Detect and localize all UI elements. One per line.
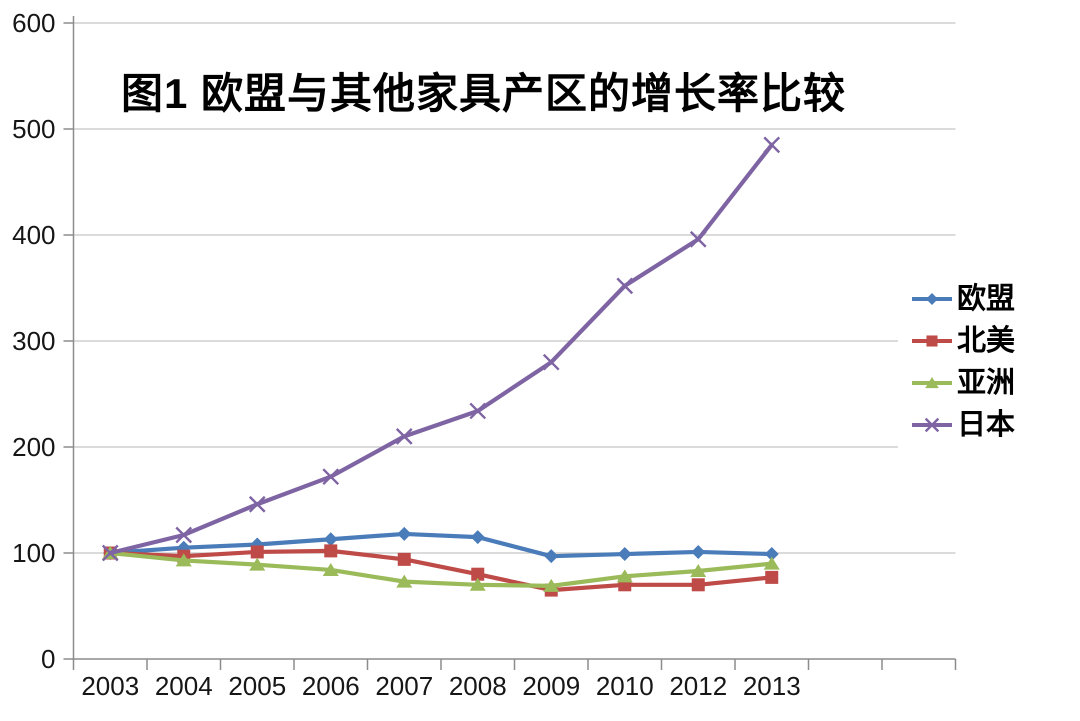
- y-tick-label-100: 100: [12, 538, 55, 568]
- triangle-marker-icon: [249, 557, 266, 571]
- diamond-marker-icon: [397, 526, 412, 541]
- diamond-marker-icon: [617, 547, 632, 562]
- y-tick-label-200: 200: [12, 432, 55, 462]
- x-marker-icon: [175, 526, 193, 544]
- x-marker-icon: [924, 417, 940, 433]
- x-marker-icon: [322, 468, 340, 486]
- x-marker-icon: [248, 495, 266, 513]
- y-tick-label-400: 400: [12, 220, 55, 250]
- y-tick-label-0: 0: [41, 644, 55, 674]
- legend-item-北美: 北美: [912, 320, 1058, 362]
- chart-legend: 欧盟 北美 亚洲 日本: [898, 270, 1058, 464]
- y-tick-label-600: 600: [12, 8, 55, 38]
- square-marker-icon: [765, 570, 779, 584]
- diamond-marker-icon: [691, 544, 706, 559]
- series-line-亚洲: [108, 550, 774, 588]
- series-line-北美: [108, 548, 774, 593]
- square-marker-icon: [250, 545, 264, 559]
- x-marker-icon: [395, 428, 413, 445]
- series-亚洲: [102, 546, 780, 592]
- x-tick-label-2010: 2010: [596, 671, 654, 701]
- diamond-marker-icon: [544, 549, 559, 564]
- square-marker-icon: [324, 544, 338, 558]
- x-marker-icon: [616, 277, 634, 295]
- triangle-marker-icon: [616, 569, 633, 583]
- x-tick-label-2009: 2009: [522, 671, 580, 701]
- x-marker-icon: [763, 136, 781, 154]
- diamond-marker-icon: [323, 532, 338, 547]
- x-marker-icon: [542, 353, 560, 371]
- square-marker-icon: [397, 552, 411, 566]
- x-tick-label-2013: 2013: [743, 671, 801, 701]
- diamond-marker-icon: [470, 530, 485, 545]
- legend-label: 欧盟: [957, 282, 1016, 315]
- legend-item-欧盟: 欧盟: [912, 278, 1058, 320]
- legend-item-亚洲: 亚洲: [912, 362, 1058, 404]
- series-日本: [101, 136, 781, 562]
- legend-diamond-sample-icon: [912, 293, 952, 305]
- legend-label: 北美: [957, 324, 1016, 357]
- x-marker-icon: [101, 544, 119, 562]
- triangle-marker-icon: [925, 377, 939, 389]
- legend-x-sample-icon: [912, 417, 952, 433]
- x-marker-icon: [469, 402, 487, 420]
- x-tick-label-2005: 2005: [228, 671, 286, 701]
- x-tick-label-2008: 2008: [449, 671, 507, 701]
- legend-item-日本: 日本: [912, 404, 1058, 446]
- legend-label: 日本: [957, 408, 1016, 441]
- legend-label: 亚洲: [957, 366, 1016, 399]
- legend-square-sample-icon: [912, 335, 952, 347]
- x-tick-label-2007: 2007: [375, 671, 433, 701]
- series-line-日本: [108, 142, 774, 556]
- y-tick-label-500: 500: [12, 114, 55, 144]
- x-tick-label-2004: 2004: [155, 671, 213, 701]
- triangle-marker-icon: [322, 562, 339, 576]
- triangle-marker-icon: [175, 553, 192, 567]
- triangle-marker-icon: [763, 556, 780, 570]
- square-marker-icon: [926, 335, 938, 347]
- triangle-marker-icon: [543, 578, 560, 592]
- series-line-欧盟: [108, 531, 774, 559]
- triangle-marker-icon: [690, 564, 707, 578]
- chart-title: 图1 欧盟与其他家具产区的增长率比较: [121, 70, 847, 117]
- x-marker-icon: [689, 230, 707, 248]
- x-tick-label-2003: 2003: [81, 671, 139, 701]
- triangle-marker-icon: [396, 574, 413, 588]
- x-tick-label-2012: 2012: [669, 671, 727, 701]
- square-marker-icon: [471, 567, 485, 581]
- diamond-marker-icon: [926, 293, 938, 305]
- legend-triangle-sample-icon: [912, 377, 952, 389]
- square-marker-icon: [691, 578, 705, 592]
- x-tick-label-2006: 2006: [302, 671, 360, 701]
- y-tick-label-300: 300: [12, 326, 55, 356]
- triangle-marker-icon: [469, 577, 486, 591]
- series-欧盟: [103, 526, 779, 564]
- diamond-marker-icon: [764, 547, 779, 562]
